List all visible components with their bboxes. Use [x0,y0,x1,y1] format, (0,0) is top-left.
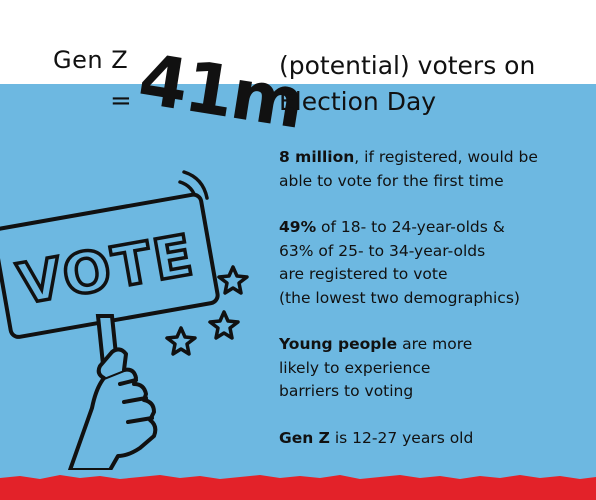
fact-text: of 18- to 24-year-olds & [316,218,505,236]
vote-sign-illustration: VOTE [0,170,249,470]
gen-z-label: Gen Z [53,46,129,74]
fact-text: are more [397,335,473,353]
fact-first-time-voters: 8 million, if registered, would be able … [279,146,579,193]
top-band [0,0,596,84]
red-torn-edge [0,475,596,500]
fact-bold: Gen Z [279,428,330,447]
fact-text: , if registered, would be [354,148,538,166]
hand-icon [68,347,158,470]
fact-registration-rates: 49% of 18- to 24-year-olds & 63% of 25- … [279,216,579,310]
headline-line2: Election Day [279,87,437,116]
fact-bold: Young people [279,335,398,353]
fact-bold: 49% [279,218,317,236]
fact-age-range: Gen Z is 12-27 years old [279,427,579,451]
fact-text: (the lowest two demographics) [279,288,520,307]
fact-bold: 8 million [279,148,355,166]
star-icon [165,326,197,356]
star-icon [208,310,240,340]
sign-icon: VOTE [0,192,220,339]
fact-text: is 12-27 years old [329,428,474,447]
fact-text: 63% of 25- to 34-year-olds [279,241,486,260]
equals-sign: = [110,86,132,116]
headline: (potential) voters on Election Day [279,48,579,120]
fact-barriers: Young people are more likely to experien… [279,333,579,404]
star-icon [217,265,249,295]
fact-text: able to vote for the first time [279,171,504,190]
fact-text: are registered to vote [279,265,448,283]
headline-line1: (potential) voters on [279,51,536,80]
fact-text: barriers to voting [279,382,414,400]
facts-list: 8 million, if registered, would be able … [279,146,579,473]
fact-text: likely to experience [279,358,431,377]
